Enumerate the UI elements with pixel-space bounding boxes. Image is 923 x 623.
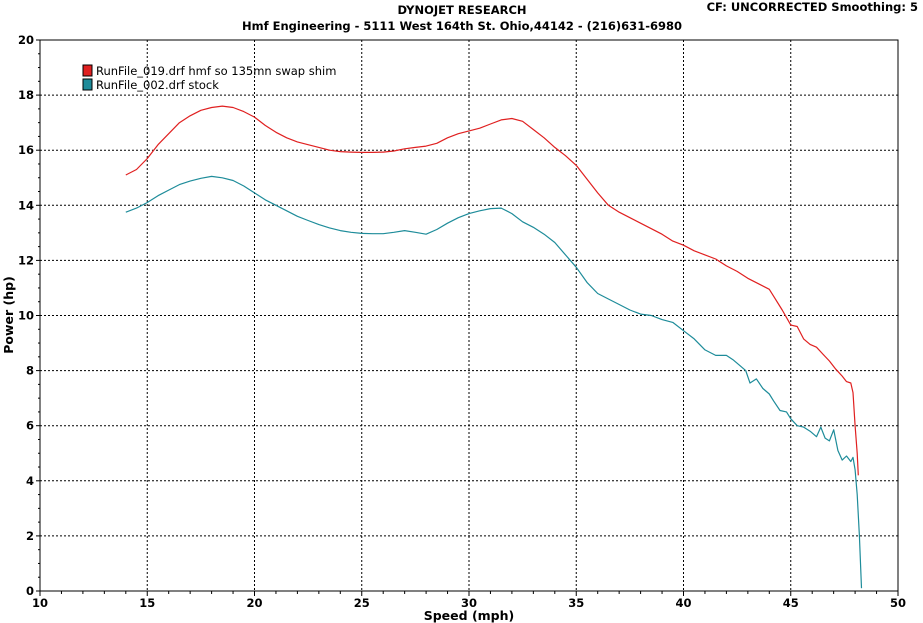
- x-tick-label: 45: [783, 596, 799, 610]
- series-lines: [125, 105, 863, 589]
- y-tick-label: 2: [26, 529, 34, 543]
- x-tick-label: 10: [32, 596, 48, 610]
- y-tick-label: 14: [18, 198, 34, 212]
- x-tick-label: 30: [461, 596, 477, 610]
- y-tick-label: 0: [26, 584, 34, 598]
- legend-label-1: RunFile_019.drf hmf so 135mn swap shim: [96, 64, 336, 78]
- chart-title: DYNOJET RESEARCH: [397, 3, 526, 17]
- x-tick-label: 15: [139, 596, 155, 610]
- grid: [40, 40, 898, 591]
- correction-status: CF: UNCORRECTED Smoothing: 5: [707, 0, 918, 14]
- x-tick-label: 40: [675, 596, 691, 610]
- series-line-2: [125, 175, 863, 589]
- legend-label-2: RunFile_002.drf stock: [96, 78, 219, 92]
- x-tick-label: 25: [354, 596, 370, 610]
- chart-subtitle: Hmf Engineering - 5111 West 164th St. Oh…: [242, 19, 682, 33]
- legend-swatch-1: [82, 64, 93, 77]
- y-tick-label: 18: [18, 88, 34, 102]
- y-axis-label: Power (hp): [1, 276, 16, 354]
- y-tick-label: 12: [18, 253, 34, 267]
- y-tick-label: 20: [18, 33, 34, 47]
- x-axis-ticks: 10 15 20 25 30 35 40 45 50: [32, 591, 906, 610]
- y-tick-label: 10: [18, 309, 34, 323]
- series-line-1: [125, 105, 859, 476]
- x-tick-label: 35: [568, 596, 584, 610]
- y-tick-label: 8: [26, 364, 34, 378]
- legend: RunFile_019.drf hmf so 135mn swap shim R…: [82, 64, 336, 92]
- y-tick-label: 16: [18, 143, 34, 157]
- legend-item-1[interactable]: RunFile_019.drf hmf so 135mn swap shim: [82, 64, 336, 78]
- y-axis-ticks: 0 2 4 6 8 10 12 14 16 18 20: [18, 33, 40, 598]
- legend-swatch-2: [82, 78, 93, 91]
- x-tick-label: 20: [246, 596, 262, 610]
- x-tick-label: 50: [890, 596, 906, 610]
- y-tick-label: 4: [26, 474, 34, 488]
- x-axis-label: Speed (mph): [424, 608, 515, 623]
- legend-item-2[interactable]: RunFile_002.drf stock: [82, 78, 219, 92]
- y-tick-label: 6: [26, 419, 34, 433]
